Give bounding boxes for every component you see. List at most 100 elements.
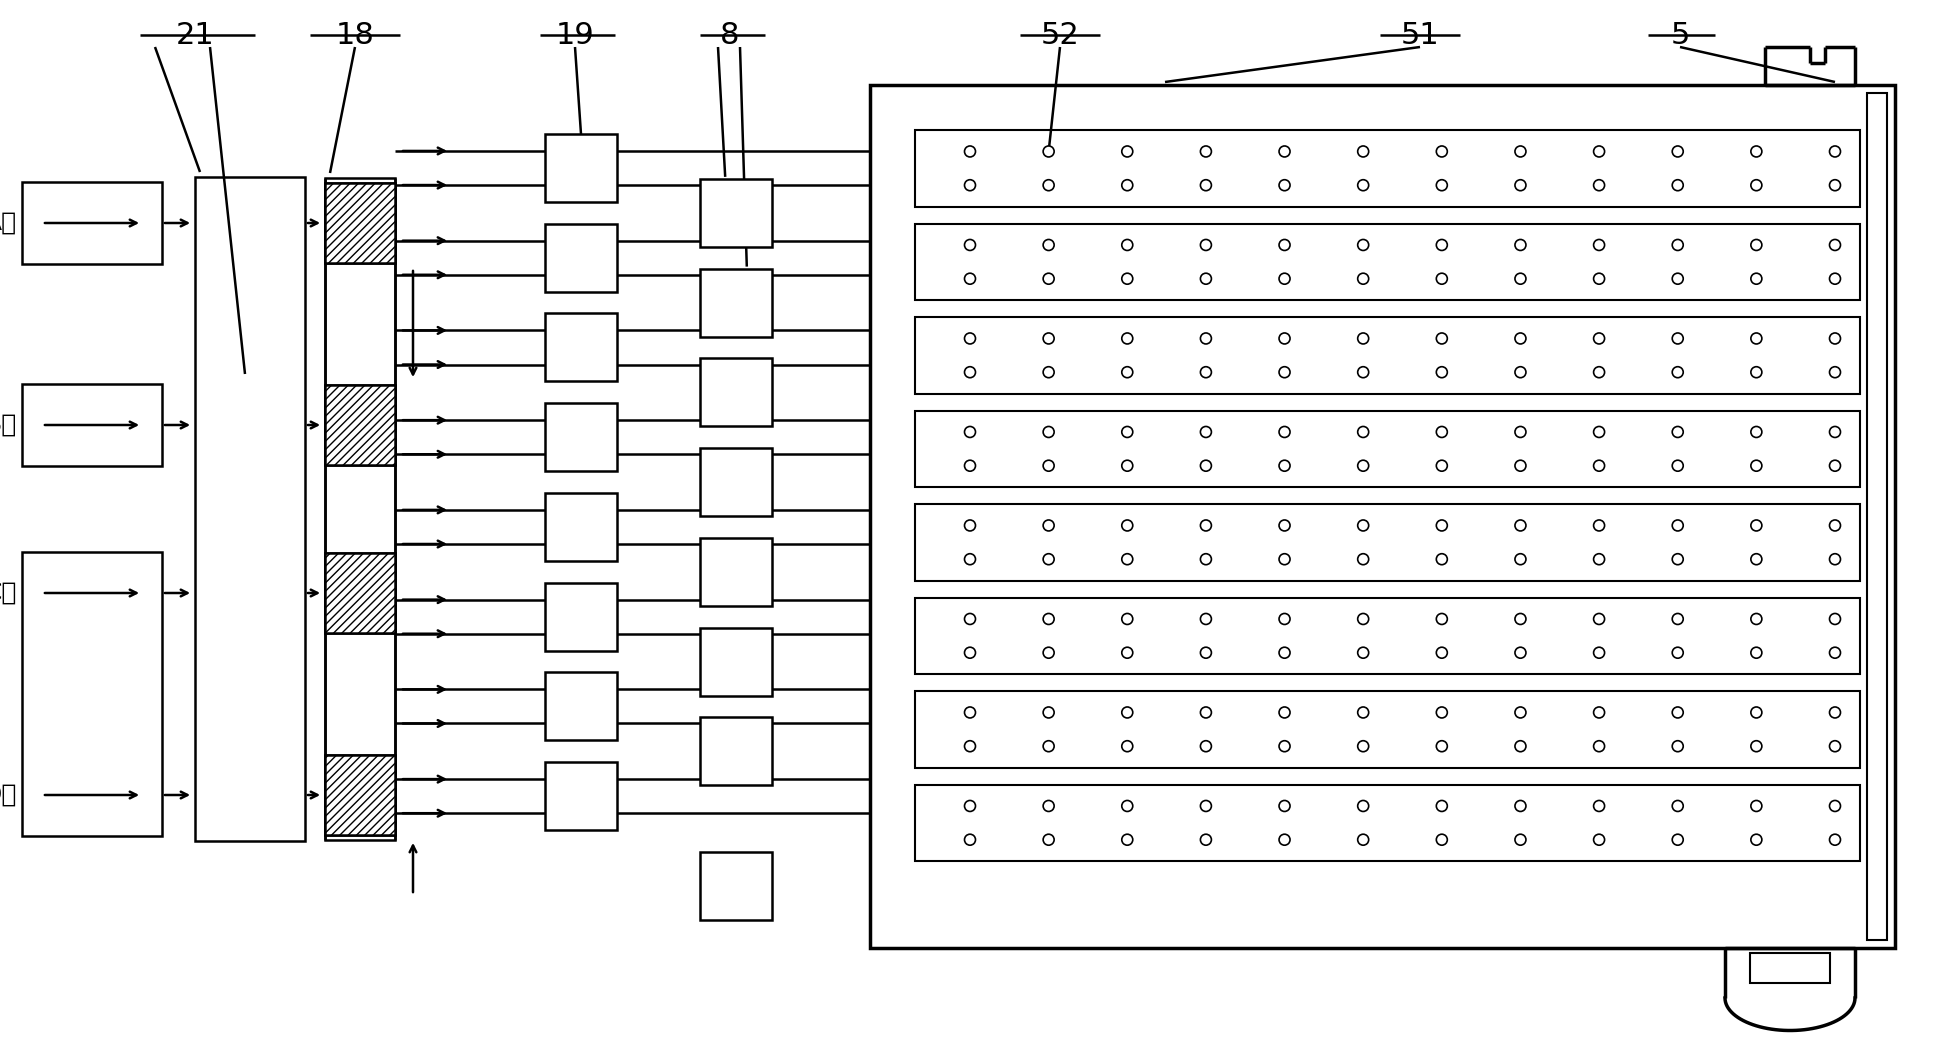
Circle shape <box>1043 648 1055 658</box>
Circle shape <box>1201 554 1210 564</box>
Circle shape <box>1278 333 1290 344</box>
Circle shape <box>964 800 975 811</box>
Circle shape <box>1516 240 1525 250</box>
Circle shape <box>1751 146 1762 156</box>
Circle shape <box>1278 367 1290 378</box>
Bar <box>915 130 1859 207</box>
Circle shape <box>964 427 975 437</box>
Circle shape <box>1751 520 1762 531</box>
Circle shape <box>1043 800 1055 811</box>
Text: 8: 8 <box>721 21 740 49</box>
Circle shape <box>1593 273 1605 284</box>
Bar <box>915 504 1859 581</box>
Circle shape <box>1516 146 1525 156</box>
Circle shape <box>1751 273 1762 284</box>
Circle shape <box>1121 367 1133 378</box>
Bar <box>324 178 394 840</box>
Circle shape <box>1436 427 1448 437</box>
Text: 19: 19 <box>556 21 595 49</box>
Circle shape <box>1201 834 1210 845</box>
Bar <box>699 448 771 516</box>
Circle shape <box>1278 520 1290 531</box>
Text: D瓶: D瓶 <box>0 783 17 807</box>
Circle shape <box>1358 834 1368 845</box>
Circle shape <box>1043 240 1055 250</box>
Circle shape <box>1516 367 1525 378</box>
Circle shape <box>1043 367 1055 378</box>
Bar <box>915 784 1859 862</box>
Circle shape <box>1751 648 1762 658</box>
Circle shape <box>1593 554 1605 564</box>
Circle shape <box>1593 707 1605 718</box>
Bar <box>544 673 618 741</box>
Circle shape <box>1201 800 1210 811</box>
Circle shape <box>1673 460 1683 471</box>
Circle shape <box>1121 146 1133 156</box>
Circle shape <box>1436 367 1448 378</box>
Circle shape <box>1751 333 1762 344</box>
Bar <box>915 223 1859 300</box>
Circle shape <box>1121 800 1133 811</box>
Circle shape <box>1593 333 1605 344</box>
Circle shape <box>1516 520 1525 531</box>
Circle shape <box>1201 273 1210 284</box>
Bar <box>699 538 771 606</box>
Text: C瓶: C瓶 <box>0 581 17 605</box>
Circle shape <box>1516 800 1525 811</box>
Bar <box>324 755 394 835</box>
Circle shape <box>1436 648 1448 658</box>
Circle shape <box>1516 707 1525 718</box>
Circle shape <box>1358 367 1368 378</box>
Circle shape <box>1043 834 1055 845</box>
Bar <box>21 181 161 264</box>
Text: 51: 51 <box>1401 21 1440 49</box>
Circle shape <box>1278 240 1290 250</box>
Circle shape <box>1751 834 1762 845</box>
Circle shape <box>1278 427 1290 437</box>
Circle shape <box>1436 741 1448 752</box>
Circle shape <box>1358 554 1368 564</box>
Circle shape <box>1673 554 1683 564</box>
Circle shape <box>1593 800 1605 811</box>
Circle shape <box>1751 707 1762 718</box>
Circle shape <box>1278 613 1290 625</box>
Circle shape <box>1516 179 1525 191</box>
Circle shape <box>1358 707 1368 718</box>
Circle shape <box>1201 179 1210 191</box>
Circle shape <box>1436 520 1448 531</box>
Circle shape <box>1673 741 1683 752</box>
Circle shape <box>1751 741 1762 752</box>
Circle shape <box>964 613 975 625</box>
Circle shape <box>1751 460 1762 471</box>
Bar <box>194 177 305 841</box>
Circle shape <box>1593 648 1605 658</box>
Bar <box>544 314 618 382</box>
Bar <box>21 552 161 836</box>
Circle shape <box>1278 146 1290 156</box>
Circle shape <box>1121 648 1133 658</box>
Bar <box>324 183 394 263</box>
Circle shape <box>1358 648 1368 658</box>
Circle shape <box>1121 707 1133 718</box>
Bar <box>699 178 771 247</box>
Circle shape <box>1673 800 1683 811</box>
Circle shape <box>964 648 975 658</box>
Circle shape <box>1358 146 1368 156</box>
Circle shape <box>1043 427 1055 437</box>
Circle shape <box>1830 333 1840 344</box>
Circle shape <box>1751 367 1762 378</box>
Circle shape <box>1673 648 1683 658</box>
Circle shape <box>964 273 975 284</box>
Circle shape <box>1436 707 1448 718</box>
Circle shape <box>1436 146 1448 156</box>
Circle shape <box>1673 333 1683 344</box>
Circle shape <box>964 554 975 564</box>
Circle shape <box>1830 273 1840 284</box>
Circle shape <box>1043 707 1055 718</box>
Circle shape <box>1830 613 1840 625</box>
Circle shape <box>1278 648 1290 658</box>
Circle shape <box>1358 240 1368 250</box>
Bar <box>1867 93 1887 940</box>
Bar <box>915 411 1859 487</box>
Circle shape <box>1830 427 1840 437</box>
